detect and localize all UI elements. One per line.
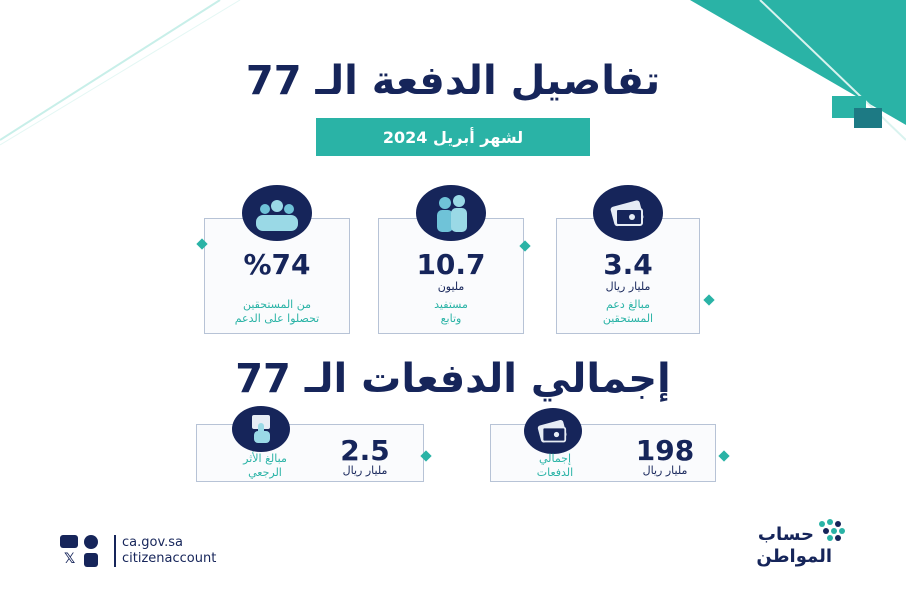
stat-desc-line1: مستفيد [434,298,468,311]
stat-desc-line1: مبالغ دعم [605,298,651,311]
stat-desc-line2: وتابع [440,312,462,325]
hand-pointer-icon [232,406,290,452]
stat-value: 3.4 [603,248,653,281]
logo-line2: المواطن [756,546,832,567]
stat-desc-line2: تحصلوا على الدعم [234,312,320,325]
citizen-account-logo: حساب المواطن [722,518,862,574]
stat-value: 10.7 [416,248,486,281]
stat-desc-line2: الدفعات [536,466,574,479]
money-wallet-icon [524,408,582,454]
stat-unit: مليار ريال [342,464,388,477]
stat-unit: مليون [437,280,465,293]
website-link[interactable]: ca.gov.sa [122,535,184,550]
stat-value: 198 [635,434,695,467]
page-title: تفاصيل الدفعة الـ 77 [245,58,661,104]
stat-desc-line1: من المستحقين [242,298,312,311]
stat-desc-line1: مبالغ الأثر [243,452,287,465]
youtube-icon[interactable] [60,535,78,548]
stat-card-percentage [204,218,350,334]
logo-mark-icon [819,519,845,541]
stat-desc-line1: إجمالي [538,452,572,465]
people-icon [416,185,486,241]
footer-divider [114,535,116,567]
money-wallet-icon [593,185,663,241]
x-icon[interactable]: 𝕏 [64,551,76,567]
social-handle[interactable]: citizenaccount [122,551,217,566]
stat-unit: مليار ريال [642,464,688,477]
social-icons: 𝕏 [60,535,110,569]
stat-desc-line2: الرجعي [248,466,282,479]
logo-line1: حساب [757,524,814,545]
stat-value: %74 [243,248,311,281]
group-icon [242,185,312,241]
month-badge: لشهر أبريل 2024 [316,118,590,156]
stat-unit: مليار ريال [605,280,651,293]
stat-value: 2.5 [340,434,390,467]
stat-desc-line2: المستحقين [602,312,654,325]
globe-icon[interactable] [84,535,98,549]
section-title-totals: إجمالي الدفعات الـ 77 [235,356,671,402]
instagram-icon[interactable] [84,553,98,567]
